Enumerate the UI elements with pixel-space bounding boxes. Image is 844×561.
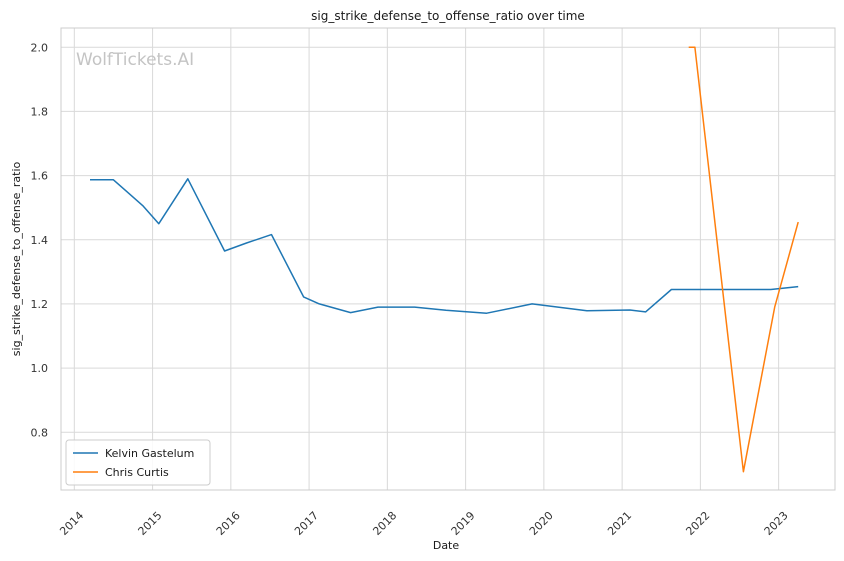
y-tick-label: 2.0: [31, 41, 49, 54]
legend-label-chris-curtis: Chris Curtis: [105, 466, 169, 479]
series-line-kelvin-gastelum: [90, 178, 799, 314]
watermark: WolfTickets.AI: [76, 50, 194, 70]
grid: [61, 28, 835, 490]
y-tick-labels: 0.8 1.0 1.2 1.4 1.6 1.8 2.0: [31, 41, 49, 439]
y-axis-label: sig_strike_defense_to_offense_ratio: [10, 162, 23, 357]
y-tick-label: 1.0: [31, 362, 49, 375]
series-line-chris-curtis: [688, 46, 799, 473]
chart-title: sig_strike_defense_to_offense_ratio over…: [311, 9, 585, 23]
y-tick-label: 1.8: [31, 105, 49, 118]
y-tick-label: 0.8: [31, 426, 49, 439]
series-layer: [90, 46, 799, 473]
y-tick-label: 1.4: [31, 234, 49, 247]
y-tick-label: 1.6: [31, 170, 49, 183]
y-tick-label: 1.2: [31, 298, 49, 311]
legend: Kelvin Gastelum Chris Curtis: [65, 439, 211, 486]
legend-box: [65, 439, 211, 486]
x-axis-label: Date: [433, 539, 460, 552]
legend-label-kelvin-gastelum: Kelvin Gastelum: [105, 447, 194, 460]
plot-frame: [60, 27, 836, 491]
